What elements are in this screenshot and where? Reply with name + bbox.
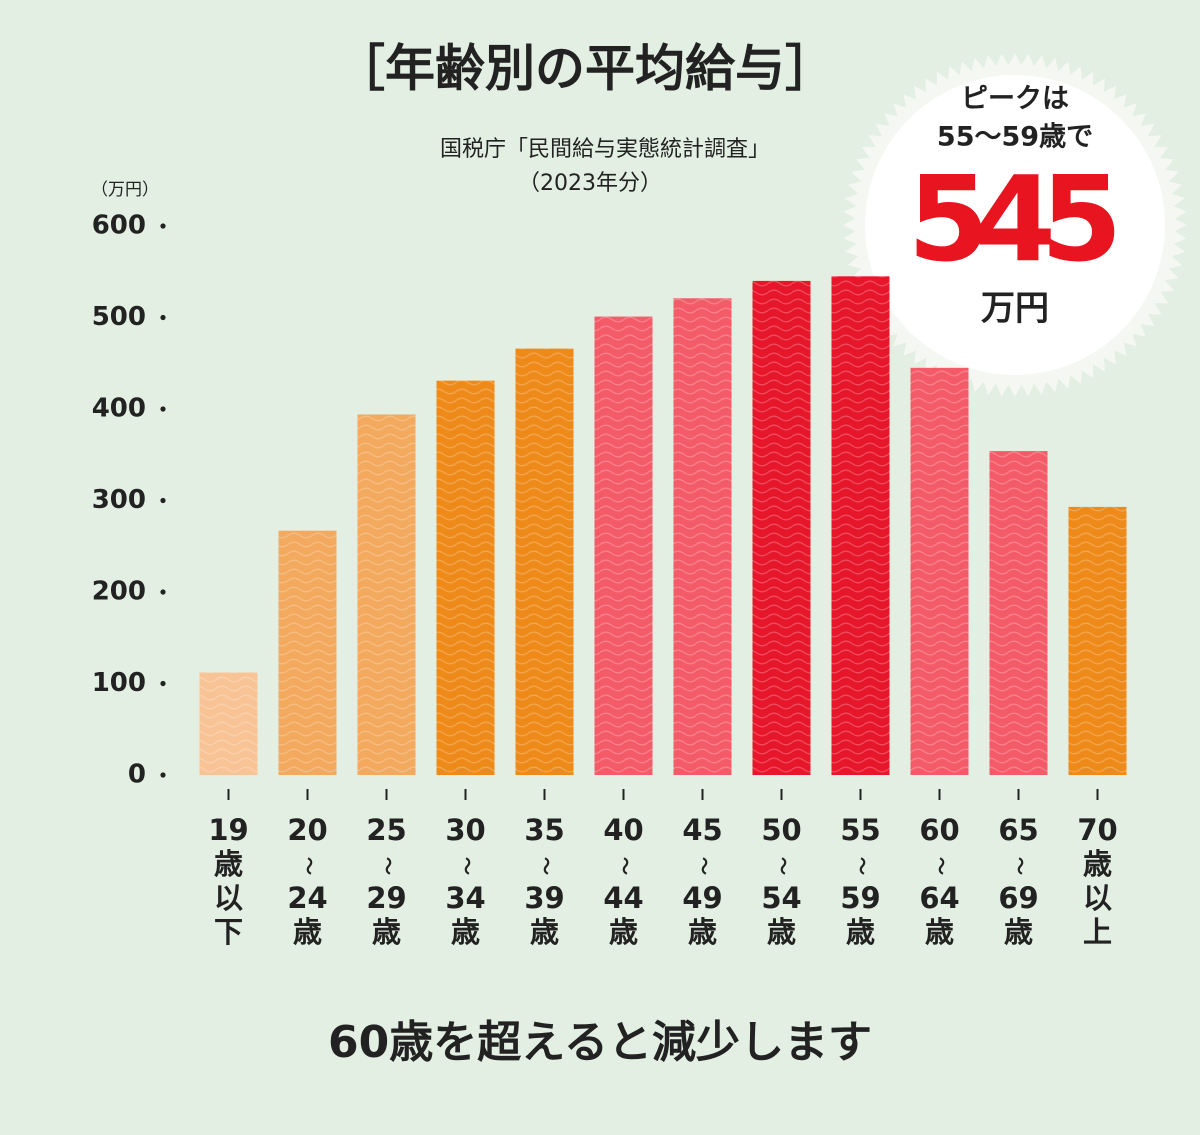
x-tick-label: 〜	[377, 857, 398, 875]
y-tick-label: 0	[128, 760, 146, 790]
badge-circle	[865, 75, 1165, 375]
y-tick-dot	[160, 223, 166, 229]
chart-title: ［年齢別の平均給与］	[335, 40, 835, 98]
x-tick-label: 下	[214, 915, 243, 949]
x-tick-label: 50	[761, 813, 801, 847]
y-tick-label: 200	[92, 577, 146, 607]
x-tick-label: 以	[214, 881, 243, 915]
x-tick-label: 以	[1083, 881, 1112, 915]
badge-unit: 万円	[981, 289, 1049, 329]
bar-texture	[1068, 506, 1127, 775]
x-tick-label: 歳	[925, 915, 954, 949]
y-tick-dot	[160, 406, 166, 412]
bar-texture	[278, 530, 337, 775]
x-tick-label: 29	[366, 881, 406, 915]
x-tick-label: 24	[287, 881, 327, 915]
x-tick-label: 70	[1077, 813, 1117, 847]
x-tick-label: 55	[840, 813, 880, 847]
y-tick-dot	[160, 314, 166, 321]
x-tick-label: 歳	[1004, 915, 1033, 949]
y-tick-dot	[160, 497, 166, 504]
x-tick-label: 40	[603, 813, 643, 847]
x-tick-label: 歳	[372, 915, 401, 949]
x-tick-label: 歳	[451, 915, 480, 949]
bar-texture	[752, 280, 811, 775]
y-tick-label: 500	[92, 302, 146, 332]
x-tick-label: 65	[998, 813, 1038, 847]
bar-texture	[515, 348, 574, 775]
y-tick-label: 300	[92, 485, 146, 515]
badge-text: 55～59歳で	[937, 122, 1093, 153]
y-unit: （万円）	[91, 180, 159, 200]
x-tick-label: 69	[998, 881, 1038, 915]
y-tick-dot	[160, 589, 166, 595]
x-tick-label: 歳	[530, 915, 559, 949]
x-tick-label: 25	[366, 813, 406, 847]
bar-texture	[831, 276, 890, 775]
x-tick-label: 54	[761, 881, 801, 915]
x-tick-label: 19	[208, 813, 248, 847]
x-tick-label: 60	[919, 813, 959, 847]
x-tick-label: 〜	[772, 857, 793, 875]
x-tick-label: 49	[682, 881, 722, 915]
y-tick-label: 400	[92, 394, 146, 424]
subtitle: 国税庁「民間給与実態統計調査」	[440, 137, 770, 162]
y-tick-label: 100	[92, 668, 146, 698]
x-tick-label: 39	[524, 881, 564, 915]
x-tick-label: 〜	[456, 857, 477, 875]
x-tick-label: 歳	[688, 915, 717, 949]
y-tick-label: 600	[92, 211, 146, 241]
x-tick-label: 〜	[1009, 857, 1030, 875]
footer: 60歳を超えると減少します	[328, 1017, 872, 1068]
x-tick-label: 45	[682, 813, 722, 847]
x-tick-label: 歳	[609, 915, 638, 949]
y-tick-dot	[160, 772, 166, 778]
x-tick-label: 歳	[1083, 847, 1112, 881]
x-tick-label: 20	[287, 813, 327, 847]
bar-texture	[436, 380, 495, 775]
x-tick-label: 〜	[298, 857, 319, 875]
x-tick-label: 上	[1083, 915, 1112, 949]
x-tick-label: 〜	[693, 857, 714, 875]
x-tick-label: 〜	[614, 857, 635, 875]
x-tick-label: 歳	[293, 915, 322, 949]
bar-texture	[673, 298, 732, 775]
x-tick-label: 59	[840, 881, 880, 915]
x-tick-label: 歳	[846, 915, 875, 949]
y-tick-dot	[160, 680, 166, 687]
bar-texture	[989, 451, 1048, 775]
x-tick-label: 44	[603, 881, 643, 915]
x-tick-label: 〜	[851, 857, 872, 875]
x-tick-label: 34	[445, 881, 485, 915]
x-tick-label: 歳	[214, 847, 243, 881]
badge-value: 545	[908, 150, 1123, 288]
x-tick-label: 64	[919, 881, 959, 915]
bar-texture	[910, 367, 969, 775]
x-tick-label: 〜	[930, 857, 951, 875]
subtitle: （2023年分）	[518, 171, 662, 196]
badge-text: ピークは	[961, 84, 1069, 115]
bar-texture	[357, 414, 416, 775]
x-tick-label: 30	[445, 813, 485, 847]
x-tick-label: 35	[524, 813, 564, 847]
bar-texture	[199, 672, 258, 775]
x-tick-label: 〜	[535, 857, 556, 875]
x-tick-label: 歳	[767, 915, 796, 949]
bar-texture	[594, 316, 653, 775]
